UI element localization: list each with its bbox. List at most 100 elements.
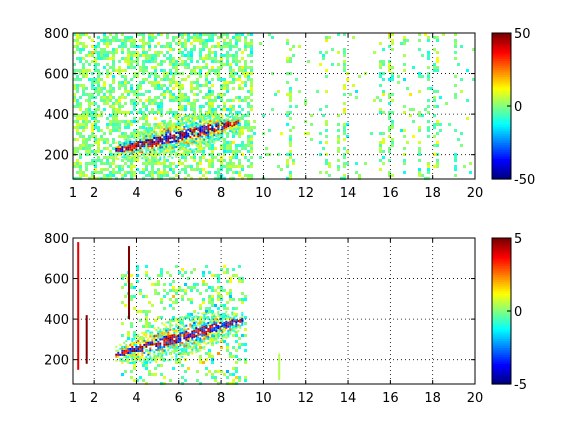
band-cell (169, 135, 172, 138)
band-cell (159, 150, 162, 153)
heatmap-cell (202, 105, 205, 108)
colorbar-step (492, 156, 511, 160)
band-cell (205, 322, 208, 325)
heatmap-cell (76, 84, 79, 87)
heatmap-cell (181, 87, 184, 90)
heatmap-cell (325, 171, 328, 174)
heatmap-cell (289, 171, 292, 174)
heatmap-cell (142, 295, 145, 298)
heatmap-cell (241, 343, 244, 346)
heatmap-cell (343, 69, 346, 72)
heatmap-cell (235, 307, 238, 310)
band-cell (197, 316, 200, 319)
heatmap-cell (325, 135, 328, 138)
heatmap-cell (187, 174, 190, 177)
heatmap-cell (217, 93, 220, 96)
heatmap-cell (211, 361, 214, 364)
band-cell (239, 318, 242, 321)
heatmap-cell (148, 42, 151, 45)
band-cell (195, 136, 198, 138)
heatmap-cell (250, 54, 253, 57)
heatmap-cell (211, 108, 214, 111)
heatmap-cell (223, 271, 226, 274)
band-cell (179, 320, 182, 323)
x-tick-label: 20 (467, 391, 484, 406)
heatmap-cell (214, 69, 217, 72)
band-cell (189, 323, 192, 326)
heatmap-cell (94, 102, 97, 105)
heatmap-cell (73, 39, 76, 42)
heatmap-cell (109, 150, 112, 153)
heatmap-cell (193, 346, 196, 349)
heatmap-cell (253, 132, 256, 135)
band-cell (141, 361, 144, 364)
band-cell (129, 352, 132, 354)
heatmap-cell (391, 123, 394, 126)
band-cell (213, 337, 216, 340)
heatmap-cell (151, 39, 154, 42)
band-cell (197, 147, 200, 150)
heatmap-cell (454, 165, 457, 168)
heatmap-cell (112, 69, 115, 72)
heatmap-cell (226, 63, 229, 66)
band-cell (161, 144, 164, 147)
band-cell (147, 341, 150, 344)
heatmap-cell (226, 376, 229, 379)
heatmap-cell (151, 159, 154, 162)
heatmap-cell (124, 111, 127, 114)
heatmap-cell (211, 57, 214, 60)
band-cell (207, 324, 210, 326)
heatmap-cell (352, 36, 355, 39)
heatmap-cell (97, 57, 100, 60)
band-cell (175, 339, 178, 342)
heatmap-cell (202, 84, 205, 87)
band-cell (193, 325, 196, 328)
heatmap-cell (265, 153, 268, 156)
heatmap-cell (196, 39, 199, 42)
heatmap-cell (127, 120, 130, 123)
band-cell (219, 113, 222, 116)
heatmap-cell (178, 72, 181, 75)
heatmap-cell (142, 39, 145, 42)
heatmap-cell (124, 171, 127, 174)
heatmap-cell (154, 51, 157, 54)
heatmap-cell (79, 69, 82, 72)
heatmap-cell (181, 54, 184, 57)
heatmap-cell (94, 126, 97, 129)
band-cell (149, 135, 152, 138)
heatmap-cell (136, 51, 139, 54)
band-cell (191, 350, 194, 353)
heatmap-cell (151, 84, 154, 87)
colorbar-step (492, 320, 511, 324)
heatmap-cell (289, 111, 292, 114)
heatmap-cell (124, 283, 127, 286)
band-cell (173, 328, 176, 330)
colorbar-step (492, 160, 511, 164)
heatmap-cell (148, 310, 151, 313)
heatmap-cell (196, 78, 199, 81)
heatmap-cell (232, 108, 235, 111)
band-cell (165, 129, 168, 132)
heatmap-cell (142, 126, 145, 129)
heatmap-cell (148, 45, 151, 48)
band-cell (153, 337, 156, 340)
band-cell (177, 325, 180, 327)
heatmap-cell (235, 72, 238, 75)
heatmap-cell (103, 48, 106, 51)
band-cell (127, 142, 130, 145)
heatmap-cell (118, 135, 121, 138)
heatmap-cell (208, 286, 211, 289)
heatmap-cell (124, 87, 127, 90)
heatmap-cell (112, 87, 115, 90)
band-cell (229, 324, 232, 327)
heatmap-cell (94, 150, 97, 153)
heatmap-cell (163, 78, 166, 81)
heatmap-cell (247, 66, 250, 69)
band-cell (161, 134, 164, 137)
heatmap-cell (286, 123, 289, 126)
heatmap-cell (217, 370, 220, 373)
heatmap-cell (460, 132, 463, 135)
heatmap-cell (343, 84, 346, 87)
heatmap-cell (112, 117, 115, 120)
heatmap-cell (130, 376, 133, 379)
